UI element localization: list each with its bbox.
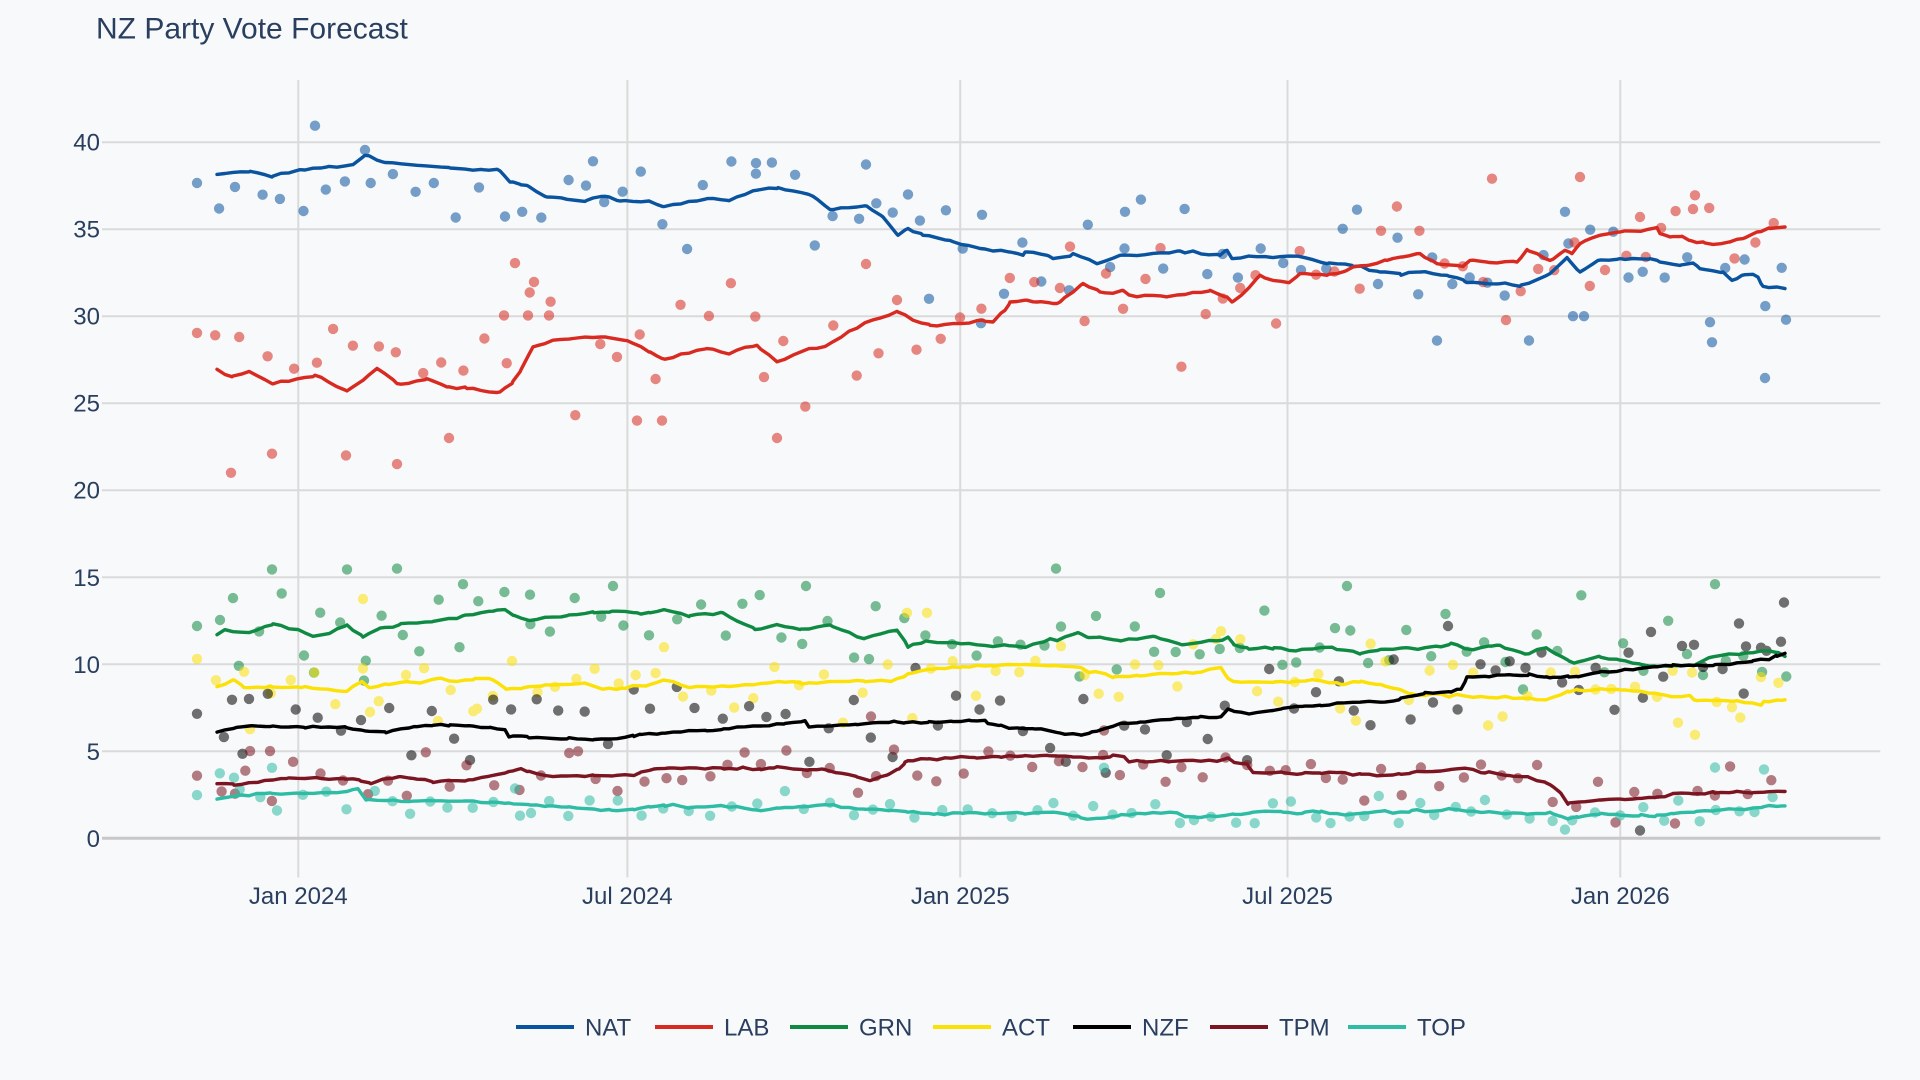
- svg-text:35: 35: [73, 217, 100, 244]
- svg-text:NZ Party Vote Forecast: NZ Party Vote Forecast: [96, 13, 408, 46]
- svg-text:Jul 2025: Jul 2025: [1242, 883, 1333, 910]
- svg-text:GRN: GRN: [859, 1015, 912, 1042]
- svg-text:Jul 2024: Jul 2024: [582, 883, 673, 910]
- svg-text:Jan 2025: Jan 2025: [911, 883, 1010, 910]
- svg-text:TOP: TOP: [1417, 1015, 1466, 1042]
- svg-text:40: 40: [73, 130, 100, 157]
- svg-text:NAT: NAT: [585, 1015, 632, 1042]
- svg-text:LAB: LAB: [724, 1015, 769, 1042]
- svg-text:Jan 2024: Jan 2024: [249, 883, 348, 910]
- svg-text:30: 30: [73, 304, 100, 331]
- svg-text:0: 0: [87, 826, 100, 853]
- svg-text:10: 10: [73, 652, 100, 679]
- svg-text:15: 15: [73, 565, 100, 592]
- svg-text:TPM: TPM: [1279, 1015, 1330, 1042]
- svg-text:5: 5: [87, 739, 100, 766]
- svg-text:NZF: NZF: [1142, 1015, 1189, 1042]
- svg-text:ACT: ACT: [1002, 1015, 1050, 1042]
- svg-text:Jan 2026: Jan 2026: [1571, 883, 1670, 910]
- svg-text:25: 25: [73, 391, 100, 418]
- svg-text:20: 20: [73, 478, 100, 505]
